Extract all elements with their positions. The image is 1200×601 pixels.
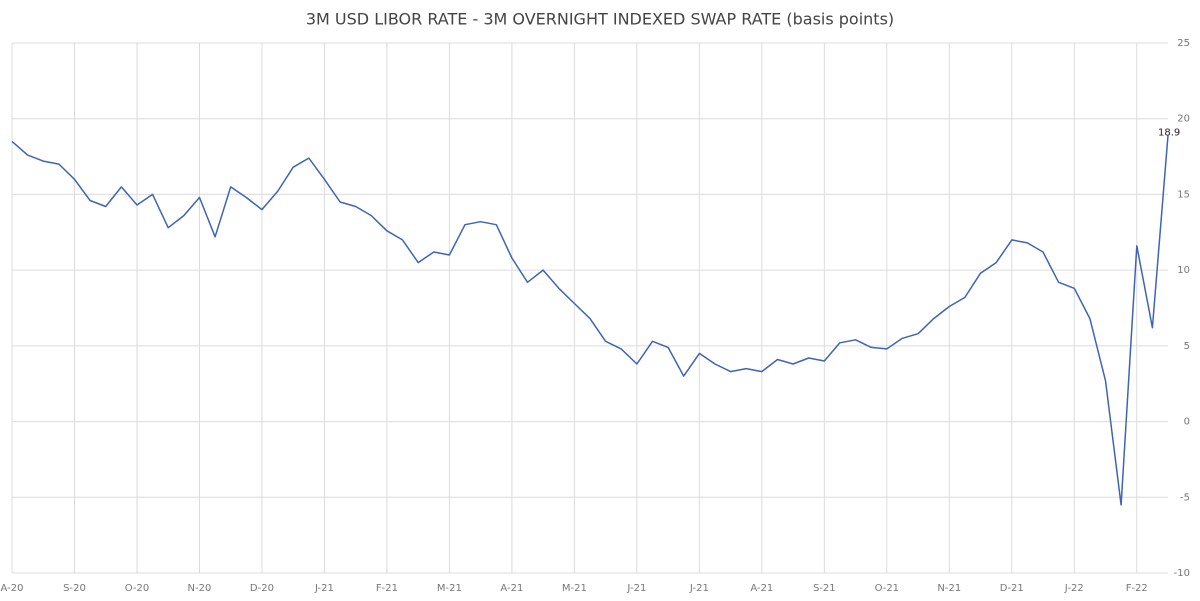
x-tick-label: J-21 (689, 583, 709, 594)
x-tick-label: A-21 (750, 583, 773, 594)
data-line (11, 135, 1169, 506)
x-tick-label: S-20 (63, 583, 86, 594)
y-tick-label: 10 (1177, 265, 1190, 276)
x-tick-label: D-20 (250, 583, 274, 594)
chart-title: 3M USD LIBOR RATE - 3M OVERNIGHT INDEXED… (306, 10, 894, 29)
y-tick-label: 20 (1177, 114, 1190, 125)
x-tick-label: N-21 (937, 583, 961, 594)
x-tick-label: F-21 (376, 583, 398, 594)
x-tick-label: J-21 (626, 583, 646, 594)
x-tick-label: A-21 (500, 583, 523, 594)
x-tick-label: M-21 (437, 583, 462, 594)
y-tick-label: 25 (1177, 38, 1190, 49)
y-tick-label: 15 (1177, 189, 1190, 200)
x-tick-label: D-21 (1000, 583, 1024, 594)
x-tick-label: J-22 (1064, 583, 1084, 594)
x-tick-label: M-21 (562, 583, 587, 594)
x-tick-label: J-21 (314, 583, 334, 594)
y-tick-label: -5 (1180, 492, 1190, 503)
x-tick-label: F-22 (1126, 583, 1148, 594)
x-tick-label: S-21 (813, 583, 836, 594)
x-tick-label: O-21 (875, 583, 899, 594)
y-tick-label: 0 (1184, 417, 1190, 428)
last-value-label: 18.9 (1158, 127, 1180, 138)
y-tick-label: 5 (1184, 341, 1190, 352)
x-tick-label: N-20 (188, 583, 212, 594)
x-tick-label: O-20 (125, 583, 149, 594)
x-tick-label: A-20 (1, 583, 24, 594)
y-tick-label: -10 (1174, 568, 1190, 579)
